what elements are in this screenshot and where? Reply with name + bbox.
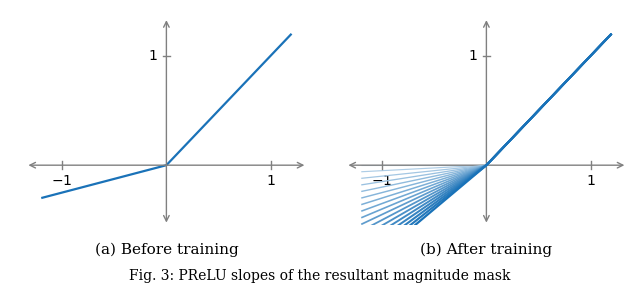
Text: $1$: $1$ (266, 174, 275, 188)
Text: $1$: $1$ (468, 49, 478, 63)
Text: (a) Before training: (a) Before training (95, 243, 238, 257)
Text: $1$: $1$ (148, 49, 158, 63)
Text: $-1$: $-1$ (51, 174, 73, 188)
Text: $-1$: $-1$ (371, 174, 393, 188)
Text: Fig. 3: PReLU slopes of the resultant magnitude mask: Fig. 3: PReLU slopes of the resultant ma… (129, 269, 511, 283)
Text: (b) After training: (b) After training (420, 243, 552, 257)
Text: $1$: $1$ (586, 174, 595, 188)
